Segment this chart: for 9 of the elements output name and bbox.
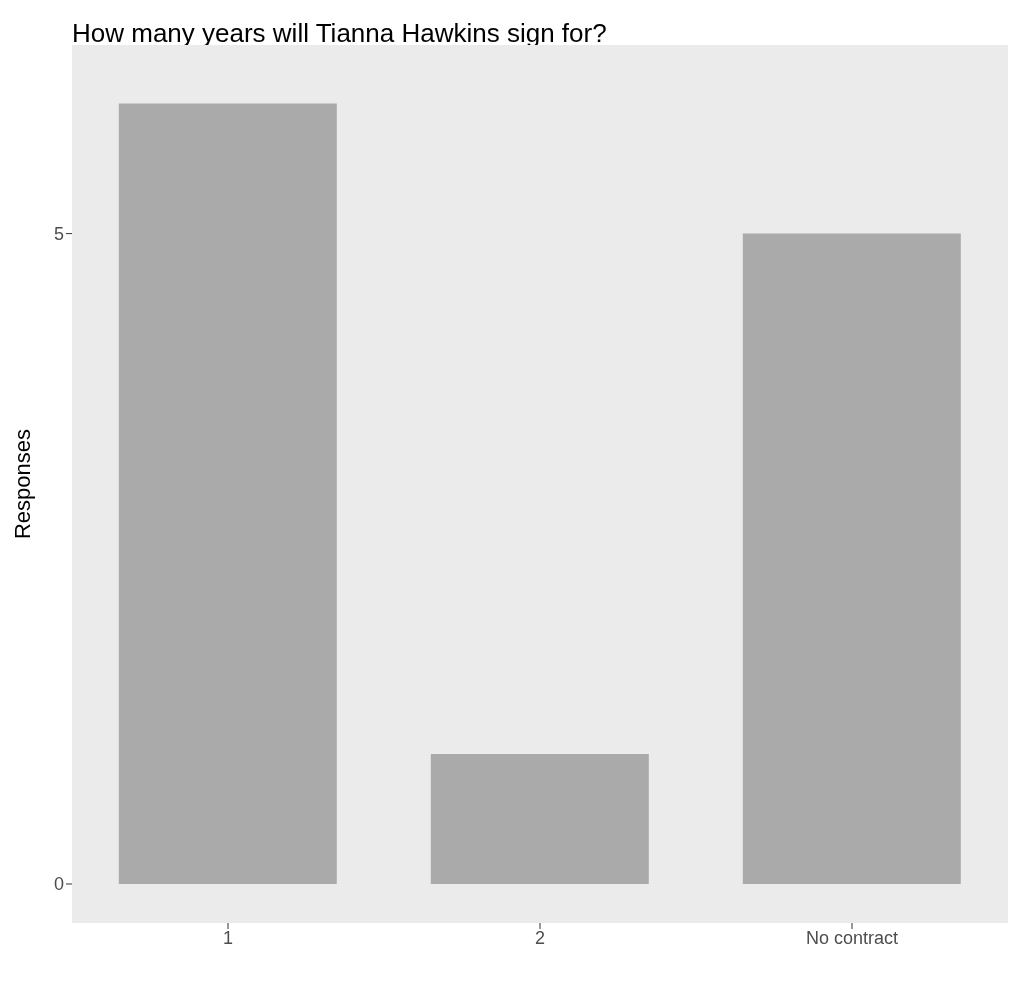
bar [118, 103, 337, 884]
x-tick-label: No contract [805, 927, 899, 948]
x-tick-label: 2 [534, 927, 546, 948]
y-tick-label: 0 [53, 874, 64, 895]
y-axis-title: Responses [9, 428, 35, 540]
x-tick-label: 1 [222, 927, 234, 948]
bar [742, 233, 961, 884]
y-tick-label: 5 [53, 224, 64, 244]
bar [430, 753, 649, 884]
